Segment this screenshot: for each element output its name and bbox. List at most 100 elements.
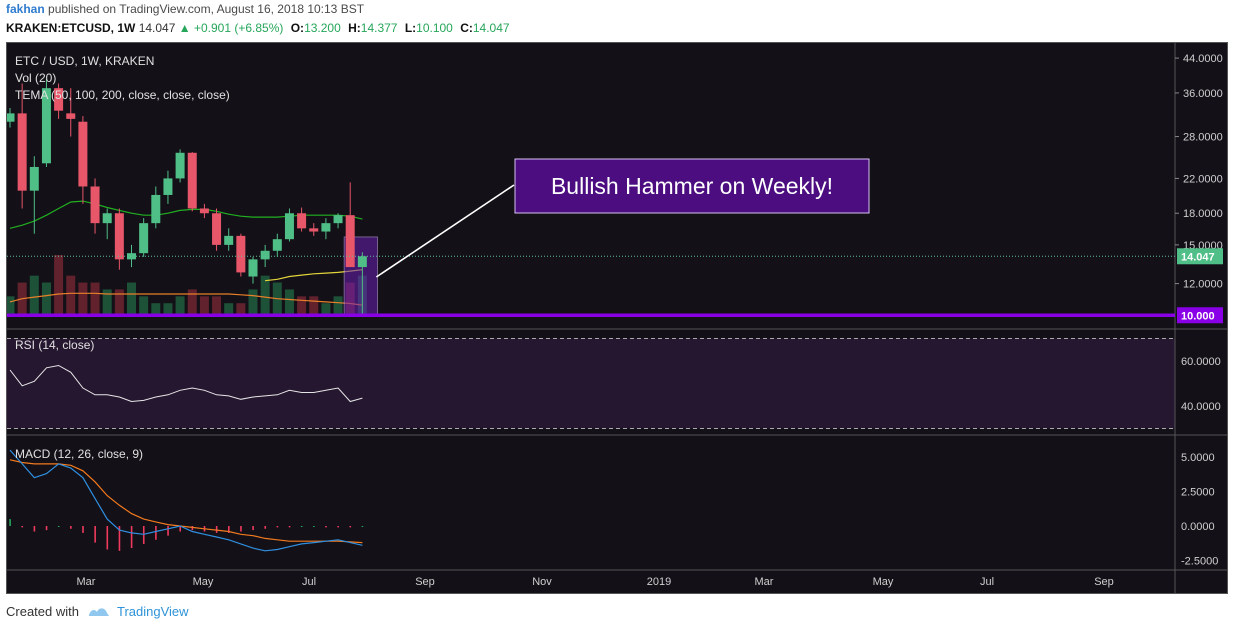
candle-body <box>7 113 15 122</box>
volume-bar <box>248 289 258 317</box>
volume-bar <box>127 282 136 317</box>
footer: Created with TradingView <box>6 604 189 619</box>
macd-histogram-bar <box>337 526 339 528</box>
rsi-tick-label: 60.0000 <box>1181 356 1221 368</box>
rsi-line <box>9 364 363 403</box>
open-value: 13.200 <box>304 21 341 35</box>
candle-body <box>272 239 282 251</box>
author-link[interactable]: fakhan <box>6 2 45 16</box>
annotation-box <box>514 158 870 214</box>
time-tick-label: May <box>873 576 894 588</box>
time-tick-label: Mar <box>77 576 96 588</box>
time-tick-label: Nov <box>532 576 552 588</box>
tema-200-line <box>9 292 363 306</box>
annotation-text: Bullish Hammer on Weekly! <box>551 173 833 199</box>
volume-bar <box>236 303 246 317</box>
macd-histogram-bar <box>349 526 352 528</box>
macd-histogram-bar <box>142 526 145 544</box>
volume-bar <box>66 275 76 317</box>
price-tick-label: 22.0000 <box>1183 173 1223 185</box>
macd-histogram-bar <box>228 526 230 533</box>
candle-body <box>114 213 124 260</box>
tema-50-line <box>9 200 363 229</box>
candle-body <box>139 223 149 254</box>
candle-body <box>284 213 294 240</box>
created-with-text: Created with <box>6 604 79 619</box>
candle-body <box>175 152 185 179</box>
macd-histogram-bar <box>45 526 48 531</box>
candle-body <box>260 250 270 260</box>
close-value: 14.047 <box>472 21 510 35</box>
macd-tick-label: 5.0000 <box>1181 452 1215 464</box>
candle-body <box>297 213 307 229</box>
macd-histogram-bar <box>191 526 194 531</box>
candle-body <box>333 215 343 224</box>
chart-title-legend: ETC / USD, 1W, KRAKEN <box>15 54 154 68</box>
macd-histogram-bar <box>57 526 60 527</box>
candle-body <box>29 166 39 191</box>
macd-line <box>9 449 363 552</box>
macd-histogram-bar <box>252 526 254 531</box>
volume-bar <box>333 296 343 317</box>
volume-bar <box>224 303 234 317</box>
price-tick-label: 12.0000 <box>1183 279 1223 291</box>
published-text: published on TradingView.com, August 16,… <box>48 2 365 16</box>
tema-legend: TEMA (50, 100, 200, close, close, close) <box>15 88 230 102</box>
volume-bar <box>260 275 270 317</box>
symbol-info-bar: KRAKEN:ETCUSD, 1W 14.047 ▲ +0.901 (+6.85… <box>6 21 510 35</box>
volume-bar <box>29 275 39 317</box>
open-label: O: <box>290 21 305 35</box>
candle-body <box>41 88 51 164</box>
volume-bar <box>212 296 222 317</box>
chart-area[interactable]: Bullish Hammer on Weekly! 44.0000 36.0000 2… <box>6 42 1228 594</box>
volume-bar <box>7 296 15 317</box>
time-tick-label: Jul <box>980 576 994 588</box>
macd-legend: MACD (12, 26, close, 9) <box>15 447 143 461</box>
volume-bar <box>54 255 64 317</box>
candle-body <box>236 235 246 273</box>
rsi-band <box>7 338 1175 429</box>
chart-canvas[interactable]: Bullish Hammer on Weekly! 44.0000 36.0000 2… <box>7 43 1227 593</box>
candle-body <box>248 259 258 277</box>
candle-body <box>163 178 173 195</box>
time-tick-label: Sep <box>1094 576 1114 588</box>
close-label: C: <box>460 21 473 35</box>
last-price-label: 14.047 <box>1181 251 1215 263</box>
macd-histogram-bar <box>361 526 364 527</box>
candle-body <box>199 208 209 214</box>
publish-info: fakhan published on TradingView.com, Aug… <box>6 2 364 16</box>
annotation-pointer <box>375 184 515 278</box>
macd-histogram-bar <box>9 519 11 526</box>
macd-histogram-bar <box>130 526 133 549</box>
price-tick-label: 36.0000 <box>1183 88 1223 100</box>
volume-bar <box>114 289 124 317</box>
time-tick-label: Jul <box>302 576 316 588</box>
macd-histogram-bar <box>300 526 303 527</box>
rsi-tick-label: 40.0000 <box>1181 401 1221 413</box>
volume-bar <box>41 282 51 317</box>
macd-tick-label: -2.5000 <box>1181 556 1218 568</box>
macd-histogram-bar <box>33 526 36 532</box>
price-tick-label: 28.0000 <box>1183 132 1223 144</box>
volume-bar <box>284 289 294 317</box>
macd-histogram-bar <box>106 526 109 550</box>
time-tick-label: Mar <box>755 576 774 588</box>
time-tick-label: 2019 <box>647 576 671 588</box>
macd-histogram-bar <box>288 526 291 528</box>
volume-bar <box>151 303 161 317</box>
volume-legend: Vol (20) <box>15 71 56 85</box>
up-arrow-icon: ▲ <box>178 21 191 35</box>
macd-histogram-bar <box>276 526 279 528</box>
volume-bar <box>187 289 197 317</box>
macd-histogram-bar <box>118 526 121 551</box>
volume-bar <box>163 303 173 317</box>
time-tick-label: Sep <box>415 576 435 588</box>
symbol-label: KRAKEN:ETCUSD, 1W <box>6 21 136 35</box>
low-value: 10.100 <box>416 21 453 35</box>
tradingview-link[interactable]: TradingView <box>116 604 189 619</box>
volume-bar <box>297 296 307 317</box>
macd-histogram-bar <box>155 526 157 540</box>
macd-signal-line <box>9 459 363 544</box>
candle-body <box>54 88 64 111</box>
price-tick-label: 44.0000 <box>1183 53 1223 65</box>
